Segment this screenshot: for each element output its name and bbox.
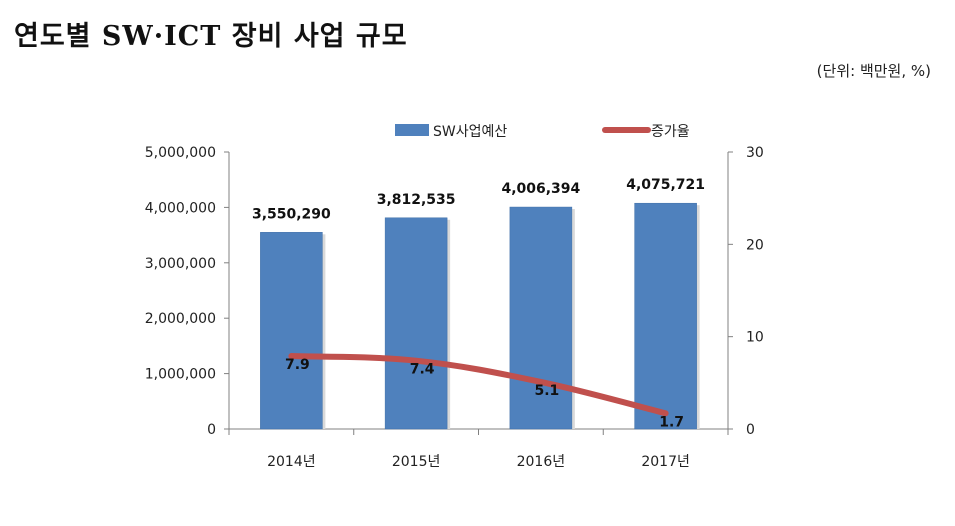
- legend-bar-swatch: [395, 124, 429, 136]
- bar-series: [260, 202, 700, 430]
- line-point: [289, 354, 294, 359]
- line-point: [414, 358, 419, 363]
- y-axis-right: 0 10 20 30: [727, 145, 764, 438]
- bar-data-label: 3,812,535: [377, 192, 456, 208]
- line-point: [663, 411, 668, 416]
- y-left-tick-label: 4,000,000: [145, 200, 216, 216]
- y-left-tick-label: 3,000,000: [145, 256, 216, 272]
- page-title: 연도별 SW·ICT 장비 사업 규모: [14, 21, 408, 52]
- line-data-label: 7.4: [410, 362, 435, 378]
- y-left-tick-label: 0: [207, 422, 216, 438]
- line-data-label: 1.7: [659, 414, 684, 430]
- y-right-tick-label: 30: [746, 145, 764, 161]
- line-point: [538, 379, 543, 384]
- bar-data-label: 4,075,721: [626, 177, 705, 193]
- bar-data-label: 3,550,290: [252, 206, 331, 222]
- y-right-tick-label: 10: [746, 330, 764, 346]
- data-labels: 3,550,290 3,812,535 4,006,394 4,075,721 7.9 7…: [252, 177, 705, 430]
- y-left-tick-label: 5,000,000: [145, 145, 216, 161]
- line-data-label: 7.9: [285, 357, 310, 373]
- x-axis: 2014년 2015년 2016년 2017년: [228, 428, 729, 470]
- bar: [384, 217, 448, 430]
- x-tick-label: 2016년: [517, 454, 566, 470]
- legend: SW사업예산 증가율: [395, 124, 690, 140]
- line-data-label: 5.1: [534, 383, 559, 399]
- y-left-tick-label: 1,000,000: [145, 367, 216, 383]
- bar: [509, 206, 573, 430]
- y-axis-left: 0 1,000,000 2,000,000 3,000,000 4,000,000 5,0…: [145, 145, 230, 438]
- bar: [260, 232, 323, 430]
- y-left-tick-label: 2,000,000: [145, 311, 216, 327]
- x-tick-label: 2015년: [392, 454, 441, 470]
- line-series: [288, 353, 669, 417]
- x-tick-label: 2014년: [267, 454, 316, 470]
- legend-line-label: 증가율: [651, 124, 690, 140]
- growth-rate-line: [288, 353, 669, 417]
- bar-data-label: 4,006,394: [501, 181, 580, 197]
- legend-bar-label: SW사업예산: [433, 124, 507, 140]
- bar: [634, 202, 697, 430]
- y-right-tick-label: 0: [746, 422, 755, 438]
- x-tick-label: 2017년: [641, 454, 690, 470]
- unit-note: (단위: 백만원, %): [816, 62, 931, 80]
- y-right-tick-label: 20: [746, 237, 764, 253]
